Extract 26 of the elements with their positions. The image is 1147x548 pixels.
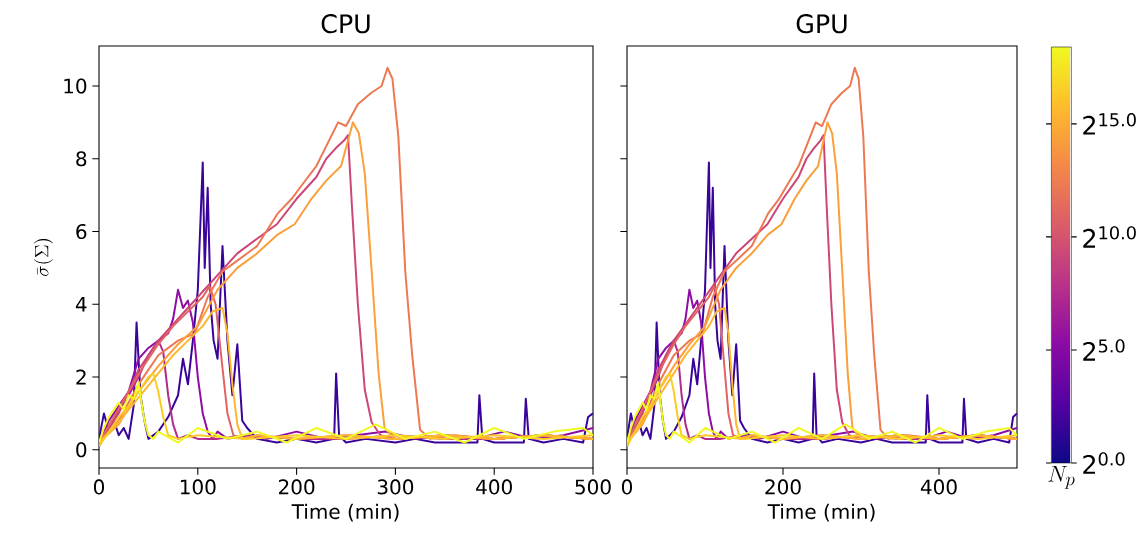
x-tick-label: 0 (621, 479, 633, 495)
x-tick-label: 0 (93, 479, 105, 495)
x-tick-label: 200 (278, 479, 315, 495)
x-tick-label: 400 (476, 479, 512, 495)
x-axis-title: Time (min) (291, 503, 399, 522)
y-tick-label: 10 (64, 78, 87, 94)
x-tick-label: 100 (180, 479, 216, 495)
y-tick-label: 6 (76, 223, 87, 240)
x-axis-title: Time (min) (767, 503, 875, 522)
color-bar-label: 2$^{0.0}$ (1083, 452, 1125, 474)
y-tick-label: 2 (76, 369, 86, 385)
y-tick-label: 4 (75, 297, 87, 312)
color-bar-label: 2$^{5.0}$ (1083, 339, 1125, 361)
y-axis-title: $\bar{\sigma}(\Sigma)$ (33, 239, 54, 277)
x-tick-label: 200 (765, 479, 801, 495)
chart-title: CPU (321, 14, 370, 34)
chart-title: GPU (796, 14, 847, 34)
color-bar-title: $N_p$ (1048, 465, 1075, 489)
x-tick-label: 400 (920, 479, 957, 495)
x-tick-label: 300 (377, 479, 414, 495)
y-tick-label: 8 (76, 151, 87, 167)
line-series (99, 372, 593, 448)
color-bar-label: 2$^{15.0}$ (1083, 113, 1136, 135)
x-tick-label: 500 (575, 479, 611, 495)
y-tick-label: 0 (76, 442, 87, 458)
color-bar-label: 2$^{10.0}$ (1083, 226, 1136, 248)
